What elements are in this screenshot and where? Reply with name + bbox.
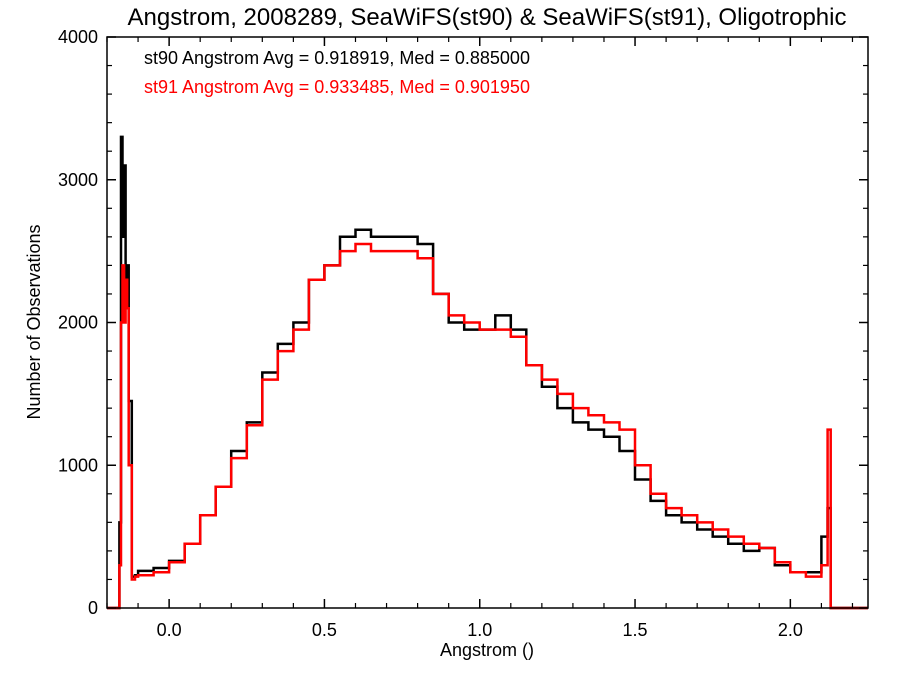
x-axis-label: Angstrom () <box>440 640 534 660</box>
plot-area <box>107 135 868 610</box>
y-tick-label: 1000 <box>58 455 98 475</box>
series-line-1 <box>107 242 868 610</box>
y-tick-label: 0 <box>88 598 98 618</box>
axis-ticks: 0.0 0.5 1.0 1.5 2.0 0 1000 2000 3000 4000 <box>58 27 868 640</box>
x-tick-label: 1.5 <box>623 620 648 640</box>
y-axis-label: Number of Observations <box>24 224 44 419</box>
x-tick-label: 0.5 <box>312 620 337 640</box>
x-tick-label: 2.0 <box>778 620 803 640</box>
chart-title: Angstrom, 2008289, SeaWiFS(st90) & SeaWi… <box>128 4 847 31</box>
y-tick-label: 4000 <box>58 27 98 47</box>
series-line-0 <box>107 135 868 610</box>
x-tick-label: 0.0 <box>157 620 182 640</box>
plot-frame <box>106 36 869 609</box>
st91-stats-annotation: st91 Angstrom Avg = 0.933485, Med = 0.90… <box>144 77 530 97</box>
y-tick-label: 3000 <box>58 170 98 190</box>
y-tick-label: 2000 <box>58 313 98 333</box>
x-tick-label: 1.0 <box>467 620 492 640</box>
st90-stats-annotation: st90 Angstrom Avg = 0.918919, Med = 0.88… <box>144 48 530 68</box>
